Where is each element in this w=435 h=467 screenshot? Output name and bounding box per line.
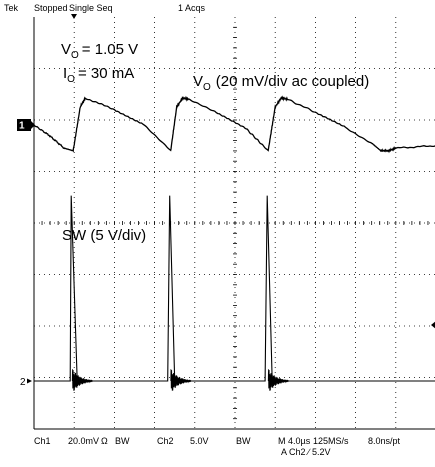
ch1-trace <box>33 95 435 154</box>
ch1-scale-annotation: VO (20 mV/div ac coupled) <box>193 73 369 93</box>
vo-annotation: VO = 1.05 V <box>61 41 138 61</box>
acquisition-count: 1 Acqs <box>178 3 206 13</box>
ch2-ringing-burst <box>71 369 93 391</box>
footer-ch2-label: Ch2 <box>157 436 174 446</box>
ch2-ringing-burst <box>267 369 289 391</box>
footer-ch1-scale: 20.0mV <box>68 436 99 446</box>
io-annotation: IO = 30 mA <box>63 65 134 85</box>
graticule <box>33 17 435 430</box>
acquisition-mode: Single Seq <box>69 3 113 13</box>
ch2-marker-arrow-icon <box>27 378 32 384</box>
ch2-ringing <box>71 369 289 391</box>
acquisition-status: Stopped <box>34 3 68 13</box>
footer-trigger: A Ch2 ∕ 5.2V <box>281 447 331 457</box>
footer-timebase: M 4.0µs <box>278 436 311 446</box>
trigger-level-icon <box>431 321 435 329</box>
footer-sample-interval: 8.0ns/pt <box>368 436 401 446</box>
footer-ch2-bw-icon: BW <box>236 436 251 446</box>
ch2-trace <box>34 195 435 382</box>
ch2-ringing-burst <box>170 369 192 391</box>
footer-sample-rate: 125MS/s <box>313 436 349 446</box>
ch2-marker-label: 2 <box>20 377 26 388</box>
ch2-scale-annotation: SW (5 V/div) <box>62 227 146 244</box>
footer-ch1-bw-icon: BW <box>115 436 130 446</box>
ch1-marker-arrow-icon <box>31 121 35 129</box>
trigger-position-icon <box>71 14 77 19</box>
ch1-marker-icon <box>17 119 31 131</box>
footer-ch2-scale: 5.0V <box>190 436 209 446</box>
footer-ch1-label: Ch1 <box>34 436 51 446</box>
brand-label: Tek <box>4 3 19 13</box>
footer-ch1-coupling: Ω <box>101 436 108 446</box>
ch1-marker-label: 1 <box>19 121 25 132</box>
